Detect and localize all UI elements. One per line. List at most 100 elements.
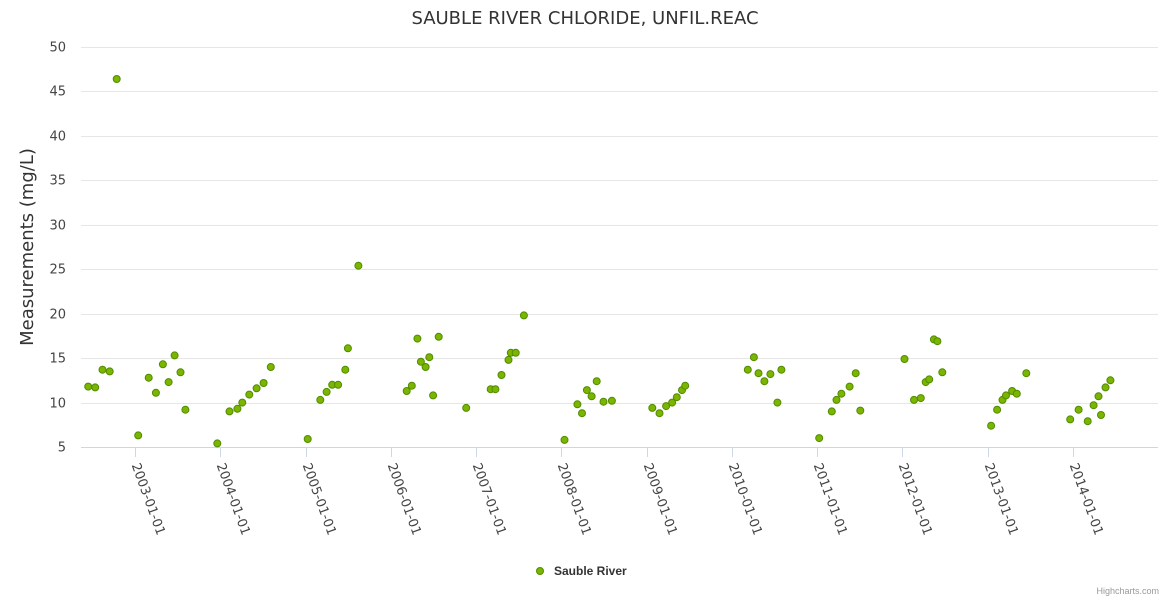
data-point[interactable]: [429, 391, 438, 400]
data-point[interactable]: [252, 384, 261, 393]
data-point[interactable]: [1106, 376, 1115, 385]
data-point[interactable]: [497, 371, 506, 379]
data-point[interactable]: [851, 369, 860, 378]
data-point[interactable]: [668, 398, 677, 407]
data-point[interactable]: [164, 378, 173, 387]
data-point[interactable]: [573, 400, 582, 409]
data-point[interactable]: [754, 369, 763, 378]
data-point[interactable]: [213, 439, 222, 448]
y-tick-label: 40: [49, 130, 66, 145]
data-point[interactable]: [1002, 391, 1010, 400]
credits-link[interactable]: Highcharts.com: [1096, 586, 1159, 596]
data-point[interactable]: [1066, 415, 1075, 424]
data-point[interactable]: [144, 373, 153, 382]
data-point[interactable]: [938, 368, 947, 377]
data-point[interactable]: [933, 337, 942, 346]
data-point[interactable]: [987, 421, 996, 430]
data-point[interactable]: [334, 380, 343, 389]
data-point[interactable]: [91, 383, 100, 392]
data-point[interactable]: [749, 353, 758, 362]
data-point[interactable]: [511, 348, 520, 357]
data-point[interactable]: [1074, 405, 1083, 414]
data-point[interactable]: [303, 435, 312, 443]
data-point[interactable]: [316, 395, 325, 404]
data-point[interactable]: [225, 407, 234, 416]
data-point[interactable]: [993, 405, 1002, 414]
data-point[interactable]: [1083, 417, 1092, 426]
data-point[interactable]: [151, 388, 160, 397]
series-sauble-river[interactable]: [84, 75, 1115, 448]
data-point[interactable]: [655, 409, 664, 418]
data-point[interactable]: [416, 357, 425, 366]
data-point[interactable]: [343, 344, 352, 353]
legend-item-sauble-river[interactable]: Sauble River: [554, 564, 627, 578]
data-point[interactable]: [434, 332, 443, 341]
legend[interactable]: Sauble River: [536, 564, 628, 578]
data-point[interactable]: [421, 363, 430, 371]
data-point[interactable]: [322, 387, 331, 396]
y-tick-label: 15: [49, 352, 66, 367]
data-point[interactable]: [832, 395, 841, 404]
data-point[interactable]: [777, 365, 786, 374]
data-point[interactable]: [900, 355, 909, 363]
data-point[interactable]: [158, 360, 167, 369]
data-point[interactable]: [181, 405, 190, 414]
data-point[interactable]: [341, 365, 350, 374]
data-point[interactable]: [504, 355, 513, 364]
data-point[interactable]: [170, 351, 179, 360]
data-point[interactable]: [766, 370, 775, 379]
data-point[interactable]: [916, 394, 925, 403]
chart-title: SAUBLE RIVER CHLORIDE, UNFIL.REAC: [411, 8, 758, 29]
data-point[interactable]: [592, 377, 601, 386]
data-point[interactable]: [462, 403, 471, 412]
data-point[interactable]: [266, 363, 275, 371]
x-tick-label: 2014-01-01: [1066, 461, 1106, 537]
data-point[interactable]: [98, 365, 107, 374]
data-point[interactable]: [259, 379, 268, 387]
data-point[interactable]: [245, 390, 254, 399]
data-point[interactable]: [760, 377, 769, 386]
data-point[interactable]: [773, 398, 782, 407]
data-point[interactable]: [112, 75, 121, 83]
data-point[interactable]: [925, 375, 934, 384]
data-point[interactable]: [648, 403, 657, 412]
data-point[interactable]: [743, 365, 752, 374]
data-point[interactable]: [681, 381, 690, 390]
data-point[interactable]: [662, 402, 671, 411]
data-point[interactable]: [1089, 401, 1098, 410]
data-point[interactable]: [233, 404, 242, 413]
data-point[interactable]: [815, 434, 824, 443]
data-point[interactable]: [587, 392, 596, 401]
data-point[interactable]: [560, 435, 569, 444]
data-point[interactable]: [354, 261, 363, 270]
data-point[interactable]: [238, 398, 247, 407]
data-point[interactable]: [425, 353, 434, 362]
y-tick-label: 20: [49, 308, 66, 323]
legend-marker: [536, 567, 544, 575]
data-point[interactable]: [582, 386, 591, 395]
data-point[interactable]: [407, 381, 416, 390]
data-point[interactable]: [607, 396, 616, 405]
data-point[interactable]: [827, 407, 836, 416]
data-point[interactable]: [599, 397, 608, 406]
data-point[interactable]: [1012, 389, 1021, 398]
x-tick-label: 2006-01-01: [384, 461, 424, 537]
data-point[interactable]: [1094, 392, 1103, 401]
data-point[interactable]: [845, 382, 854, 391]
data-point[interactable]: [910, 395, 918, 404]
data-point[interactable]: [856, 406, 865, 415]
data-point[interactable]: [402, 387, 411, 395]
data-point[interactable]: [1097, 411, 1105, 419]
data-point[interactable]: [413, 334, 422, 343]
data-point[interactable]: [105, 367, 114, 376]
data-point[interactable]: [84, 382, 93, 391]
data-point[interactable]: [134, 431, 143, 440]
data-point[interactable]: [1101, 383, 1110, 392]
data-point[interactable]: [176, 368, 185, 377]
data-point[interactable]: [672, 393, 681, 402]
data-point[interactable]: [1022, 369, 1031, 378]
data-point[interactable]: [578, 409, 586, 418]
data-point[interactable]: [837, 389, 846, 398]
data-point[interactable]: [519, 311, 528, 320]
data-point[interactable]: [491, 385, 500, 394]
